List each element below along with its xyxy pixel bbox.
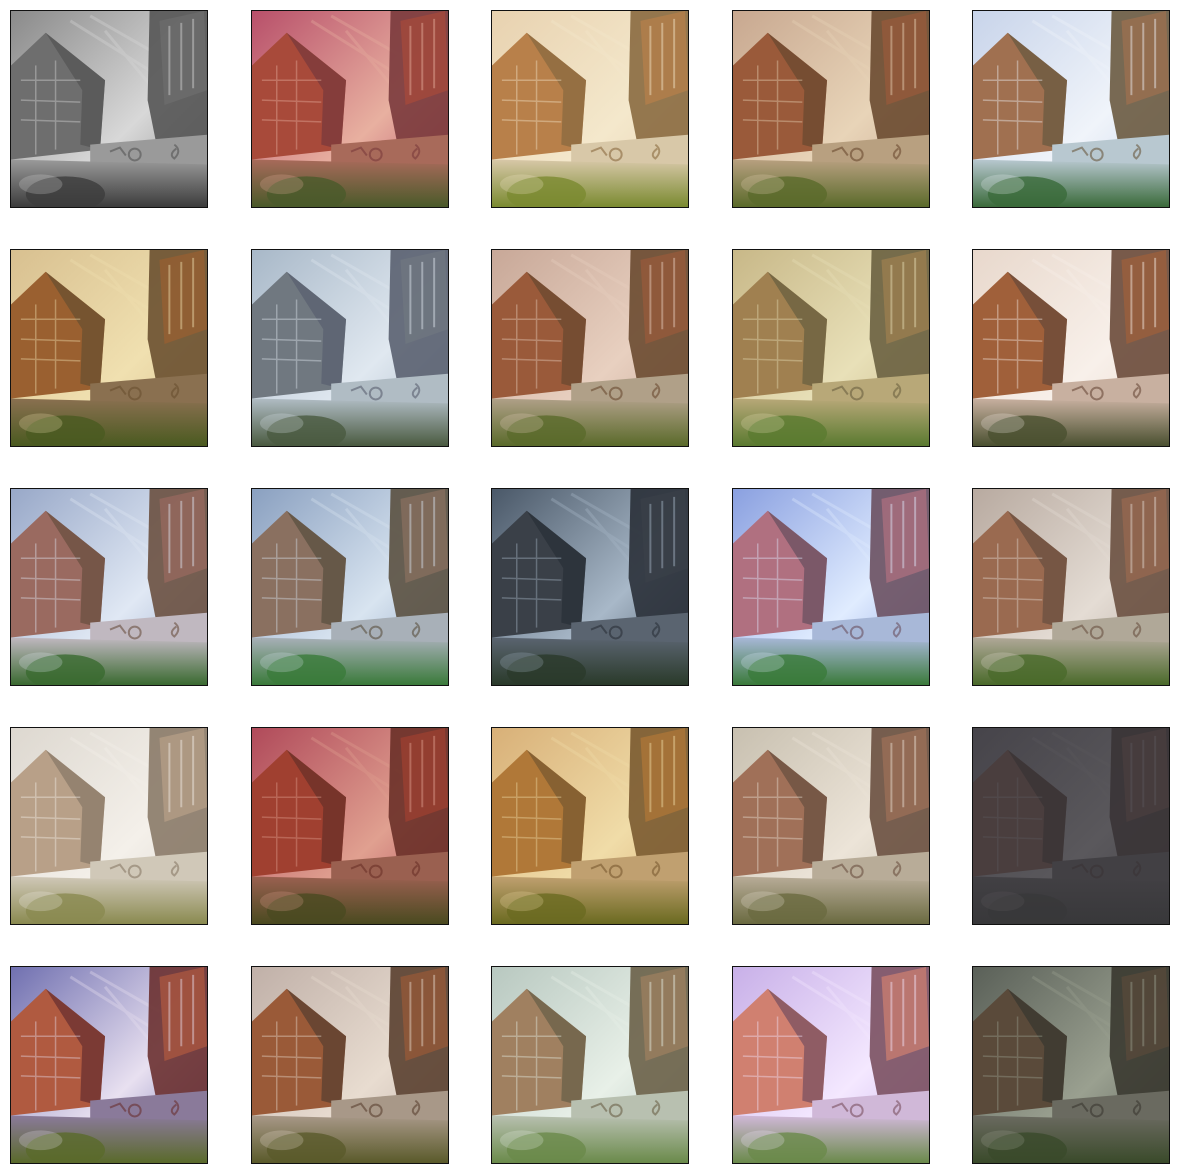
stylized-image-panel — [972, 249, 1170, 447]
stylized-image-panel — [491, 966, 689, 1164]
stylized-image-panel — [972, 966, 1170, 1164]
stylized-image-panel — [10, 249, 208, 447]
stylized-image-panel — [732, 488, 930, 686]
stylized-image-panel — [972, 727, 1170, 925]
stylized-image-panel — [491, 249, 689, 447]
stylized-image-panel — [732, 966, 930, 1164]
stylized-image-panel — [251, 249, 449, 447]
stylized-image-panel — [251, 727, 449, 925]
stylized-image-panel — [10, 727, 208, 925]
stylized-image-panel — [491, 488, 689, 686]
stylized-image-panel — [10, 10, 208, 208]
stylized-image-panel — [10, 488, 208, 686]
stylized-image-panel — [10, 966, 208, 1164]
stylized-image-panel — [491, 727, 689, 925]
stylized-image-panel — [251, 488, 449, 686]
stylized-image-panel — [251, 966, 449, 1164]
stylized-image-panel — [732, 727, 930, 925]
stylized-image-panel — [972, 488, 1170, 686]
stylized-image-panel — [251, 10, 449, 208]
stylized-image-panel — [972, 10, 1170, 208]
stylized-image-panel — [732, 10, 930, 208]
stylized-image-panel — [732, 249, 930, 447]
stylized-image-panel — [491, 10, 689, 208]
